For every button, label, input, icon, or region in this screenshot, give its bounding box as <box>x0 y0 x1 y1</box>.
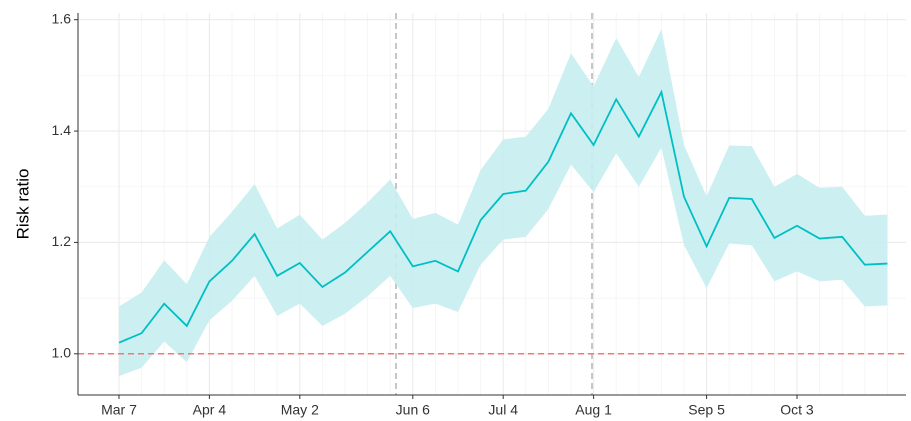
y-tick-label: 1.4 <box>52 122 72 138</box>
y-tick-label: 1.2 <box>52 233 72 249</box>
y-axis-title: Risk ratio <box>13 169 32 240</box>
x-tick-label: Jun 6 <box>396 402 430 418</box>
line <box>118 89 888 344</box>
x-tick-label: Aug 1 <box>575 402 612 418</box>
y-tick-label: 1.0 <box>52 344 72 360</box>
x-tick-label: Mar 7 <box>101 402 137 418</box>
confidence-band <box>119 29 888 377</box>
x-tick-label: May 2 <box>281 402 319 418</box>
y-tick-label: 1.6 <box>52 10 72 26</box>
x-tick-label: Sep 5 <box>688 402 725 418</box>
x-tick-label: Oct 3 <box>780 402 814 418</box>
x-tick-label: Jul 4 <box>488 402 518 418</box>
x-tick-label: Apr 4 <box>193 402 227 418</box>
